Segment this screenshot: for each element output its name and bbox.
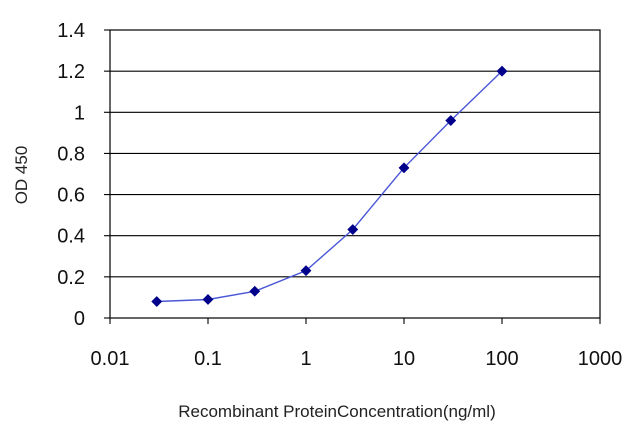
gridlines xyxy=(110,70,600,278)
y-axis-title: OD 450 xyxy=(12,146,31,205)
series xyxy=(151,65,508,307)
data-point xyxy=(202,294,214,305)
y-tick-label: 0.8 xyxy=(57,143,85,165)
x-tick-label: 1000 xyxy=(578,348,623,370)
x-tick-label: 1 xyxy=(300,348,311,370)
data-point xyxy=(398,162,410,174)
data-point xyxy=(445,115,457,126)
x-tick-label: 10 xyxy=(393,348,415,370)
data-point xyxy=(300,265,312,277)
x-axis: 0.01 0.1 1 10 100 1000 xyxy=(91,318,623,370)
data-point xyxy=(347,224,359,235)
x-tick-label: 0.01 xyxy=(91,348,130,370)
y-tick-label: 1 xyxy=(74,102,85,124)
plot-area xyxy=(109,29,601,319)
data-point xyxy=(249,285,261,297)
y-tick-label: 1.4 xyxy=(57,20,85,42)
x-tick-label: 0.1 xyxy=(194,348,222,370)
x-tick-label: 100 xyxy=(485,348,518,370)
x-axis-title: Recombinant ProteinConcentration(ng/ml) xyxy=(178,402,496,421)
data-point xyxy=(151,296,163,307)
y-tick-label: 0 xyxy=(74,308,85,330)
series-line xyxy=(156,70,503,303)
y-tick-label: 0.6 xyxy=(57,185,85,207)
y-axis: 0 0.2 0.4 0.6 0.8 1 1.2 1.4 xyxy=(57,20,110,330)
y-tick-label: 0.4 xyxy=(57,226,85,248)
y-tick-label: 0.2 xyxy=(57,267,85,289)
y-tick-label: 1.2 xyxy=(57,61,85,83)
data-point xyxy=(496,65,508,77)
